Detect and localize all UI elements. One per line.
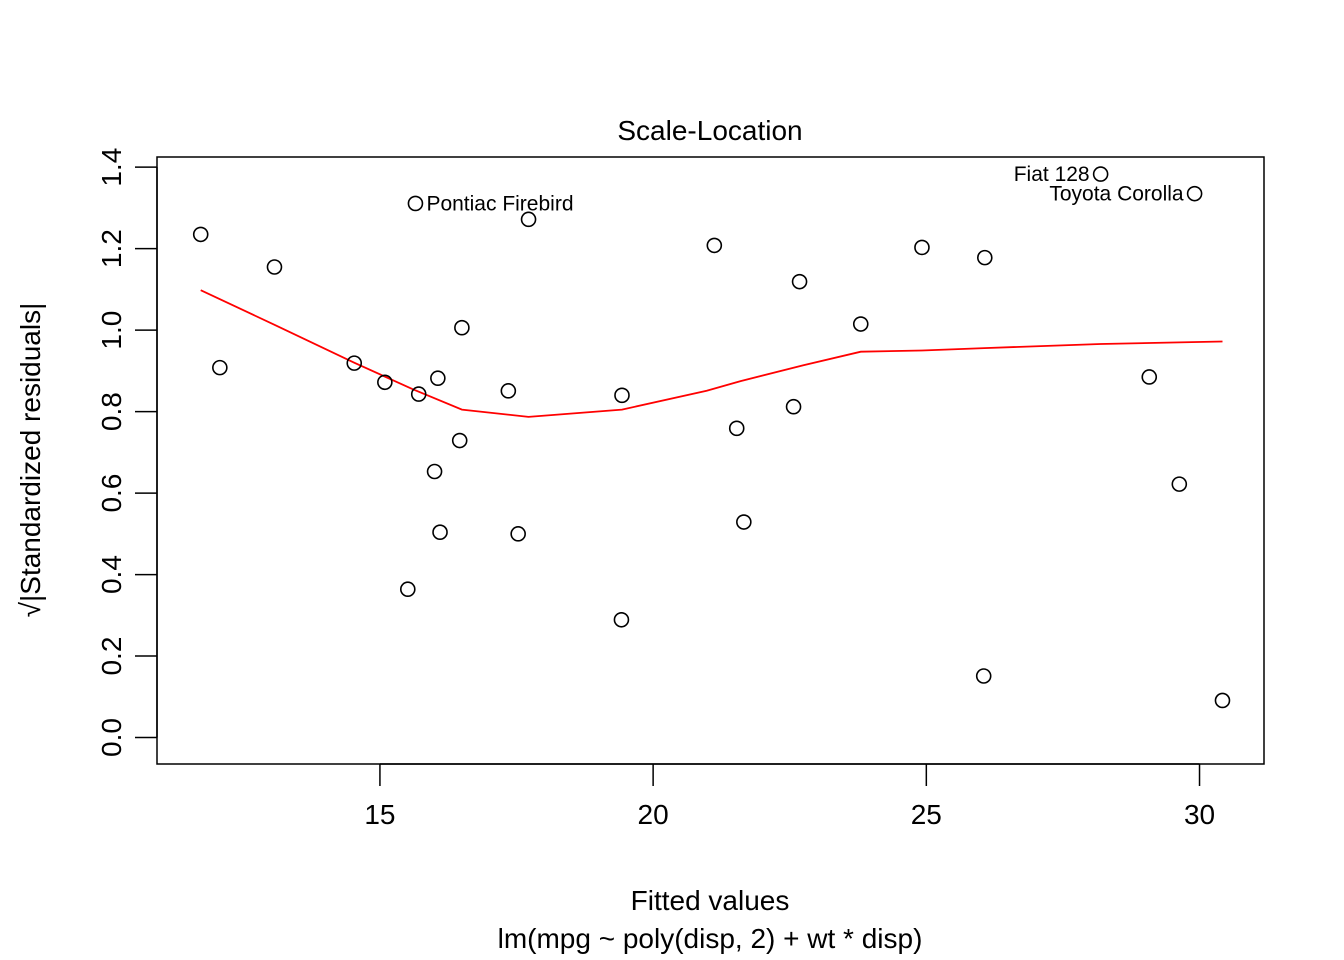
x-axis-sublabel: lm(mpg ~ poly(disp, 2) + wt * disp) <box>498 923 923 954</box>
data-point <box>430 370 446 387</box>
data-point <box>266 259 283 275</box>
data-point <box>346 355 363 371</box>
data-point <box>975 668 992 684</box>
data-point <box>520 211 537 228</box>
data-point <box>407 195 424 212</box>
point-label: Pontiac Firebird <box>426 192 573 215</box>
data-point <box>510 526 526 542</box>
x-tick-label: 30 <box>1184 799 1215 830</box>
point-label: Toyota Corolla <box>1049 183 1184 206</box>
y-axis-label: √|Standardized residuals| <box>15 303 46 618</box>
x-tick-label: 20 <box>638 799 669 830</box>
data-point <box>728 420 745 437</box>
points-layer <box>192 166 1231 709</box>
data-point <box>785 398 802 415</box>
data-point <box>1092 166 1109 182</box>
x-tick-label: 15 <box>364 799 395 830</box>
data-point <box>410 386 427 402</box>
y-tick-label: 1.0 <box>96 311 127 350</box>
data-point <box>791 273 808 290</box>
x-axis-label: Fitted values <box>631 885 790 916</box>
data-point <box>192 226 209 243</box>
y-tick-label: 1.2 <box>96 229 127 268</box>
data-point <box>614 387 630 404</box>
data-point <box>377 374 393 391</box>
point-label: Fiat 128 <box>1014 163 1090 186</box>
data-point <box>1171 476 1188 492</box>
y-tick-label: 0.6 <box>96 474 127 513</box>
y-tick-label: 0.4 <box>96 555 127 594</box>
data-point <box>976 249 993 266</box>
y-tick-label: 1.4 <box>96 148 127 187</box>
data-point <box>736 514 752 530</box>
y-axis: 0.0 0.2 0.4 0.6 0.8 1.0 1.2 1.4 <box>96 148 158 757</box>
data-point <box>852 316 869 332</box>
data-point <box>432 524 448 540</box>
data-point <box>1214 692 1231 709</box>
x-tick-label: 25 <box>911 799 942 830</box>
data-point <box>1141 369 1158 385</box>
data-point <box>706 237 723 254</box>
y-tick-label: 0.0 <box>96 718 127 757</box>
data-point <box>613 611 630 628</box>
data-point <box>399 581 416 598</box>
data-point <box>426 463 443 480</box>
data-point <box>451 432 468 449</box>
y-tick-label: 0.2 <box>96 637 127 676</box>
y-tick-label: 0.8 <box>96 392 127 431</box>
data-point <box>212 359 228 376</box>
data-point <box>500 383 517 399</box>
data-point <box>1186 185 1203 202</box>
data-point <box>914 239 930 256</box>
chart-title: Scale-Location <box>617 115 802 146</box>
x-axis: 15 20 25 30 <box>364 763 1215 830</box>
data-point <box>454 319 470 336</box>
